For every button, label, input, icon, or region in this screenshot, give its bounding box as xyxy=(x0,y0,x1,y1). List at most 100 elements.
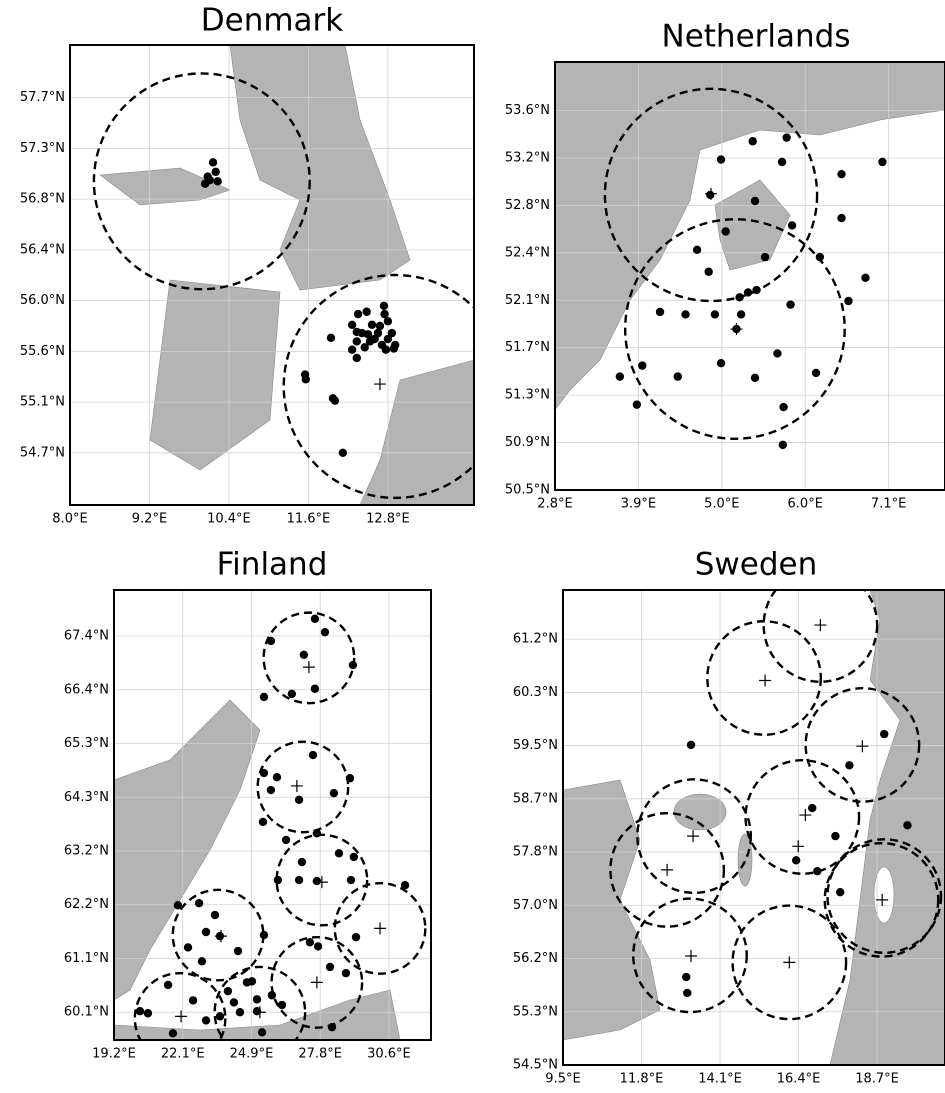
station-point xyxy=(352,337,361,346)
map-frame xyxy=(113,589,432,1041)
station-point xyxy=(197,957,207,966)
map-frame xyxy=(69,44,475,506)
station-point xyxy=(266,636,276,646)
y-tick-label: 50.9°N xyxy=(505,435,550,450)
center-cross xyxy=(175,1010,188,1023)
land-sea xyxy=(555,62,945,490)
y-tick-label: 60.1°N xyxy=(64,1005,109,1020)
station-point xyxy=(760,252,770,262)
station-point xyxy=(247,977,257,986)
station-point xyxy=(903,821,912,830)
station-point xyxy=(389,344,399,353)
y-tick-label: 53.2°N xyxy=(505,150,550,165)
center-cross xyxy=(876,893,889,906)
station-point xyxy=(272,773,282,782)
station-point xyxy=(367,320,377,329)
x-tick-label: 24.9°E xyxy=(230,1047,274,1062)
station-point xyxy=(299,650,309,659)
station-point xyxy=(259,930,269,940)
land-sea xyxy=(563,590,945,1065)
station-point xyxy=(363,330,373,339)
station-point xyxy=(273,875,283,885)
station-point xyxy=(211,167,220,177)
y-tick-label: 56.8°N xyxy=(20,192,65,207)
station-point xyxy=(383,317,393,326)
cluster-circle xyxy=(133,971,227,1040)
cluster-circle xyxy=(731,904,848,1021)
cluster-circle xyxy=(823,841,940,958)
x-tick-label: 16.4°E xyxy=(777,1072,821,1087)
station-point xyxy=(861,273,870,283)
x-tick-label: 27.8°E xyxy=(298,1047,342,1062)
station-point xyxy=(308,750,318,760)
station-point xyxy=(375,321,385,331)
station-point xyxy=(201,927,211,937)
station-point xyxy=(837,213,846,223)
station-point xyxy=(305,938,315,947)
station-point xyxy=(235,1008,245,1017)
station-point xyxy=(347,345,357,354)
station-point xyxy=(345,774,355,783)
station-point xyxy=(252,1007,262,1016)
map-panel: Finland 19.2°E 22.1°E 24.9°E 27.8°E 30.6°E 60.… xyxy=(64,547,432,1062)
station-point xyxy=(310,614,320,623)
station-point xyxy=(710,310,720,319)
station-point xyxy=(787,221,797,230)
y-tick-label: 57.0°N xyxy=(513,898,558,913)
x-tick-label: 7.1°E xyxy=(871,497,906,512)
station-point xyxy=(267,991,277,1000)
cluster-circle xyxy=(270,935,364,1029)
station-point xyxy=(813,866,822,876)
station-point xyxy=(844,296,853,306)
station-point xyxy=(673,372,682,381)
cluster-circle xyxy=(609,811,726,928)
y-tick-label: 66.4°N xyxy=(64,682,109,697)
panel-title: Denmark xyxy=(201,3,344,39)
station-point xyxy=(297,857,307,867)
y-tick-label: 64.3°N xyxy=(64,790,109,805)
station-point xyxy=(750,373,760,383)
center-cross xyxy=(373,378,386,391)
x-tick-label: 10.4°E xyxy=(207,512,251,527)
station-point xyxy=(173,901,183,910)
station-point xyxy=(351,932,361,942)
center-cross xyxy=(799,809,812,822)
y-tick-label: 62.2°N xyxy=(64,897,109,912)
station-point xyxy=(880,729,889,739)
cluster-circle xyxy=(256,740,350,834)
station-point xyxy=(615,372,625,381)
y-tick-label: 61.2°N xyxy=(513,632,558,647)
station-point xyxy=(213,177,222,186)
center-cross xyxy=(759,674,772,687)
map-panel: Netherlands 2.8°E 3.9°E 5.0°E 6.0°E 7.1°E 50.5… xyxy=(505,19,945,512)
y-tick-label: 56.2°N xyxy=(513,951,558,966)
station-point xyxy=(778,440,788,450)
station-point xyxy=(704,267,713,276)
station-point xyxy=(786,300,795,309)
station-point xyxy=(706,190,715,200)
station-point xyxy=(329,788,339,798)
station-point xyxy=(266,785,276,795)
cluster-circle xyxy=(632,897,748,1014)
center-cross xyxy=(253,1006,266,1019)
y-tick-label: 65.3°N xyxy=(64,736,109,751)
y-tick-label: 61.1°N xyxy=(64,951,109,966)
cluster-circle xyxy=(623,218,846,440)
station-point xyxy=(330,396,340,405)
y-tick-label: 52.4°N xyxy=(505,245,550,260)
y-tick-label: 57.7°N xyxy=(20,90,65,105)
map-frame xyxy=(562,589,945,1066)
station-point xyxy=(252,995,262,1004)
center-cross xyxy=(685,949,698,962)
x-tick-label: 9.5°E xyxy=(545,1072,580,1087)
station-point xyxy=(346,875,356,885)
station-point xyxy=(341,968,351,978)
x-tick-label: 18.7°E xyxy=(855,1072,899,1087)
station-point xyxy=(294,875,304,885)
station-point xyxy=(655,307,665,317)
x-tick-label: 9.2°E xyxy=(132,512,167,527)
cluster-circle xyxy=(744,759,861,875)
station-point xyxy=(310,684,320,693)
y-tick-label: 58.7°N xyxy=(513,791,558,806)
